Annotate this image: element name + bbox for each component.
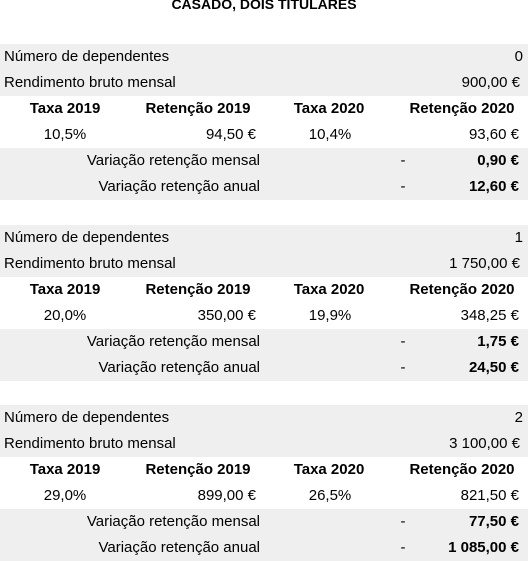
header-row: Taxa 2019 Retenção 2019 Taxa 2020 Retenção … <box>0 96 528 122</box>
variacao-row: Variação retenção anual - 1 085,00 € <box>0 535 528 561</box>
row-value: 2 <box>514 409 523 426</box>
dependentes-row: Número de dependentes 1 <box>0 225 528 251</box>
header-row: Taxa 2019 Retenção 2019 Taxa 2020 Retenção … <box>0 457 528 483</box>
row-label: Número de dependentes <box>4 48 170 65</box>
variacao-value: 1,75 € <box>477 333 519 350</box>
variacao-label: Variação retenção anual <box>98 178 261 195</box>
values-row: 29,0% 899,00 € 26,5% 821,50 € <box>0 483 528 509</box>
cell: 10,4% <box>308 126 352 143</box>
cell: 26,5% <box>308 487 352 504</box>
row-value: 0 <box>514 48 523 65</box>
row-value: 1 750,00 € <box>449 255 520 272</box>
dependentes-row: Número de dependentes 0 <box>0 44 528 70</box>
variacao-value: 77,50 € <box>468 513 519 530</box>
variacao-row: Variação retenção anual - 24,50 € <box>0 355 528 381</box>
variacao-value: 12,60 € <box>468 178 519 195</box>
cell: 10,5% <box>43 126 87 143</box>
variacao-sign: - <box>400 178 406 195</box>
values-row: 10,5% 94,50 € 10,4% 93,60 € <box>0 122 528 148</box>
row-value: 900,00 € <box>461 74 520 91</box>
variacao-row: Variação retenção mensal - 1,75 € <box>0 329 528 355</box>
row-value: 3 100,00 € <box>449 435 520 452</box>
variacao-sign: - <box>400 513 406 530</box>
column-header: Retenção 2019 <box>145 461 251 478</box>
variacao-label: Variação retenção mensal <box>86 513 260 530</box>
cell: 94,50 € <box>205 126 256 143</box>
dependentes-row: Número de dependentes 2 <box>0 405 528 431</box>
rendimento-row: Rendimento bruto mensal 900,00 € <box>0 70 528 96</box>
variacao-value: 1 085,00 € <box>448 539 519 556</box>
variacao-label: Variação retenção anual <box>98 359 261 376</box>
values-row: 20,0% 350,00 € 19,9% 348,25 € <box>0 303 528 329</box>
variacao-sign: - <box>400 539 406 556</box>
cell: 348,25 € <box>460 307 519 324</box>
row-value: 1 <box>514 229 523 246</box>
variacao-label: Variação retenção anual <box>98 539 261 556</box>
variacao-row: Variação retenção mensal - 0,90 € <box>0 148 528 174</box>
row-label: Rendimento bruto mensal <box>4 255 176 272</box>
cell: 899,00 € <box>197 487 256 504</box>
variacao-label: Variação retenção mensal <box>86 152 260 169</box>
rendimento-row: Rendimento bruto mensal 1 750,00 € <box>0 251 528 277</box>
rendimento-row: Rendimento bruto mensal 3 100,00 € <box>0 431 528 457</box>
column-header: Taxa 2019 <box>29 100 101 117</box>
row-label: Número de dependentes <box>4 409 170 426</box>
variacao-sign: - <box>400 152 406 169</box>
variacao-row: Variação retenção mensal - 77,50 € <box>0 509 528 535</box>
cell: 93,60 € <box>468 126 519 143</box>
column-header: Taxa 2020 <box>293 281 365 298</box>
variacao-sign: - <box>400 333 406 350</box>
cell: 19,9% <box>308 307 352 324</box>
cell: 821,50 € <box>460 487 519 504</box>
variacao-label: Variação retenção mensal <box>86 333 260 350</box>
variacao-value: 0,90 € <box>477 152 519 169</box>
variacao-value: 24,50 € <box>468 359 519 376</box>
column-header: Retenção 2019 <box>145 100 251 117</box>
variacao-row: Variação retenção anual - 12,60 € <box>0 174 528 200</box>
column-header: Taxa 2020 <box>293 100 365 117</box>
variacao-sign: - <box>400 359 406 376</box>
cell: 20,0% <box>43 307 87 324</box>
column-header: Taxa 2020 <box>293 461 365 478</box>
row-label: Número de dependentes <box>4 229 170 246</box>
column-header: Retenção 2020 <box>409 461 515 478</box>
column-header: Retenção 2020 <box>409 281 515 298</box>
row-label: Rendimento bruto mensal <box>4 435 176 452</box>
column-header: Taxa 2019 <box>29 281 101 298</box>
row-label: Rendimento bruto mensal <box>4 74 176 91</box>
cell: 350,00 € <box>197 307 256 324</box>
column-header: Taxa 2019 <box>29 461 101 478</box>
cell: 29,0% <box>43 487 87 504</box>
header-row: Taxa 2019 Retenção 2019 Taxa 2020 Retenção … <box>0 277 528 303</box>
column-header: Retenção 2020 <box>409 100 515 117</box>
column-header: Retenção 2019 <box>145 281 251 298</box>
title: CASADO, DOIS TITULARES <box>171 0 357 12</box>
